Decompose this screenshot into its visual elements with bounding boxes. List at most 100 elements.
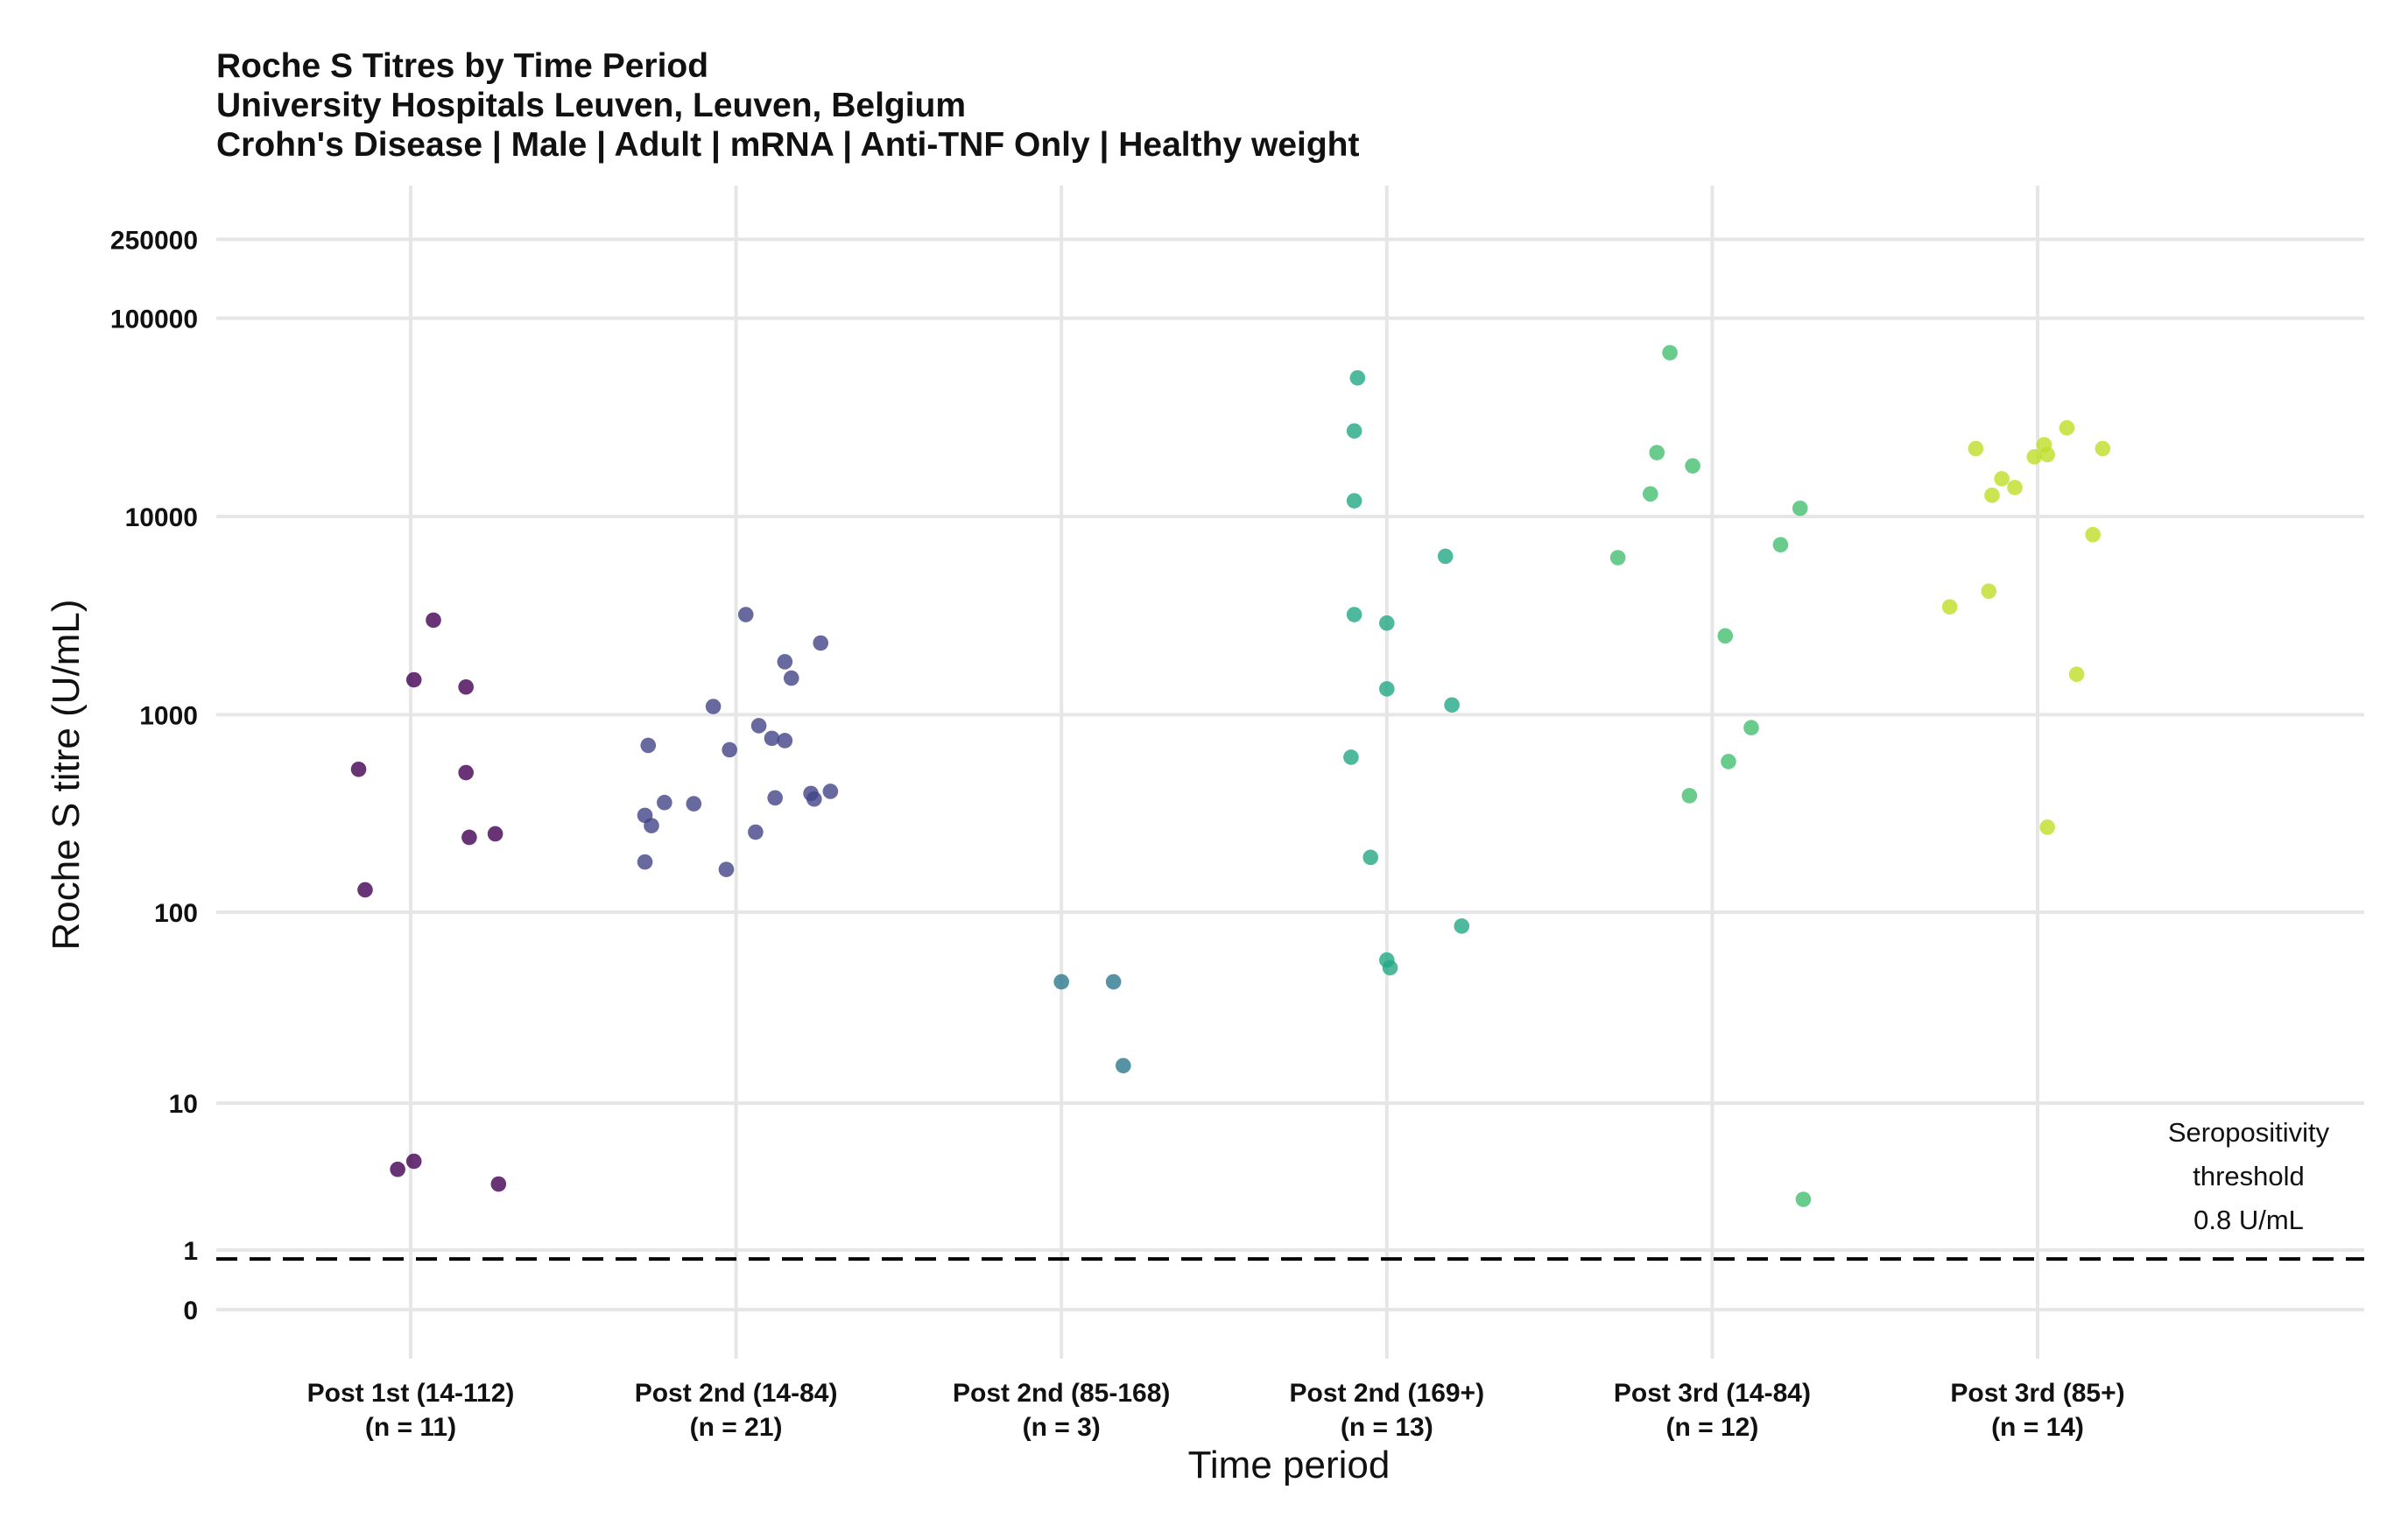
data-point (718, 861, 735, 877)
data-point (1795, 1191, 1812, 1207)
data-point (490, 1176, 507, 1192)
y-tick-label: 250000 (110, 226, 198, 255)
data-point (1792, 500, 1808, 517)
y-tick-label: 100 (154, 899, 198, 928)
data-point (1437, 548, 1454, 565)
x-tick-count-label: (n = 14) (1991, 1413, 2084, 1442)
data-point (813, 635, 829, 651)
data-point (1346, 493, 1362, 509)
data-point (764, 730, 780, 747)
data-point (2095, 440, 2111, 457)
grid-lines (216, 186, 2364, 1359)
data-point (640, 737, 657, 754)
data-point (2085, 526, 2101, 543)
y-tick-label: 10 (169, 1090, 198, 1119)
data-point (637, 854, 653, 870)
x-tick-count-label: (n = 11) (365, 1413, 456, 1442)
chart-title-line-3: Crohn's Disease | Male | Adult | mRNA | … (216, 126, 1359, 164)
y-tick-label: 1 (183, 1237, 198, 1266)
data-point (1743, 720, 1759, 736)
data-point (1984, 487, 2000, 503)
data-point (1685, 458, 1700, 474)
y-axis-title: Roche S titre (U/mL) (45, 600, 88, 951)
data-point (1379, 615, 1395, 631)
data-point (426, 612, 441, 629)
data-point (1346, 607, 1362, 622)
x-tick-count-label: (n = 3) (1023, 1413, 1101, 1442)
data-point (1941, 599, 1958, 615)
data-point (777, 654, 793, 670)
chart-title-line-2: University Hospitals Leuven, Leuven, Bel… (216, 87, 966, 124)
data-point (2068, 666, 2085, 683)
x-tick-label: Post 1st (14-112) (307, 1379, 515, 1408)
data-point (2059, 419, 2075, 436)
data-point (1968, 440, 1984, 457)
y-tick-label: 100000 (110, 305, 198, 334)
data-point (822, 784, 839, 799)
data-point (1649, 445, 1665, 460)
data-point (405, 671, 422, 688)
data-point (1609, 550, 1626, 566)
y-tick-label: 0 (183, 1297, 198, 1325)
data-point (657, 794, 672, 811)
x-tick-label: Post 3rd (14-84) (1614, 1379, 1811, 1408)
y-tick-label: 10000 (125, 503, 198, 532)
chart-title-line-1: Roche S Titres by Time Period (216, 47, 708, 85)
x-axis-ticks: Post 1st (14-112) (n = 11) Post 2nd (14-84… (307, 1379, 2125, 1442)
data-point (750, 718, 767, 734)
data-point (777, 733, 793, 748)
data-point (748, 824, 764, 840)
data-point (2026, 449, 2043, 465)
data-point (1681, 788, 1698, 804)
data-point (644, 818, 659, 833)
x-tick-count-label: (n = 12) (1665, 1413, 1758, 1442)
x-tick-label: Post 2nd (85-168) (953, 1379, 1170, 1408)
data-point (1379, 681, 1395, 697)
threshold-label-line-2: threshold (2193, 1161, 2305, 1191)
data-point (1994, 471, 2010, 487)
data-point (1444, 697, 1460, 713)
data-point (1343, 749, 1359, 765)
data-point (458, 678, 474, 695)
data-point (1346, 423, 1362, 439)
threshold-annotation: Seropositivity threshold 0.8 U/mL (2168, 1117, 2330, 1235)
data-point (2039, 819, 2055, 835)
data-point (783, 670, 799, 686)
threshold-label-line-3: 0.8 U/mL (2193, 1205, 2304, 1235)
data-point (1116, 1058, 1131, 1074)
data-point (722, 741, 737, 758)
data-point (1772, 537, 1789, 553)
data-point (2039, 446, 2055, 463)
data-point (1382, 959, 1398, 976)
data-point (767, 790, 783, 806)
data-point (350, 761, 367, 777)
data-point (390, 1161, 405, 1177)
data-point (1981, 583, 1997, 600)
data-point (1662, 345, 1678, 361)
data-point (461, 829, 477, 846)
data-point (1642, 486, 1658, 502)
data-point (1717, 628, 1734, 644)
data-point (1105, 973, 1122, 990)
data-point (1053, 973, 1069, 990)
data-point (686, 796, 702, 812)
x-tick-label: Post 3rd (85+) (1950, 1379, 2124, 1408)
data-point (1362, 849, 1379, 866)
data-point (2007, 480, 2023, 495)
x-axis-title: Time period (1188, 1444, 1391, 1486)
y-axis-ticks: 0 1 10 100 1000 10000 100000 250000 (110, 226, 198, 1325)
y-tick-label: 1000 (139, 701, 198, 730)
data-point (458, 764, 474, 781)
data-point (705, 699, 722, 714)
data-point (357, 882, 373, 898)
data-point (806, 791, 822, 807)
data-point (487, 826, 503, 842)
data-point (1721, 754, 1736, 770)
x-tick-label: Post 2nd (14-84) (635, 1379, 838, 1408)
data-points (350, 345, 2111, 1207)
data-point (405, 1153, 422, 1170)
data-point (737, 607, 754, 622)
x-tick-count-label: (n = 13) (1341, 1413, 1433, 1442)
data-point (1454, 918, 1470, 934)
